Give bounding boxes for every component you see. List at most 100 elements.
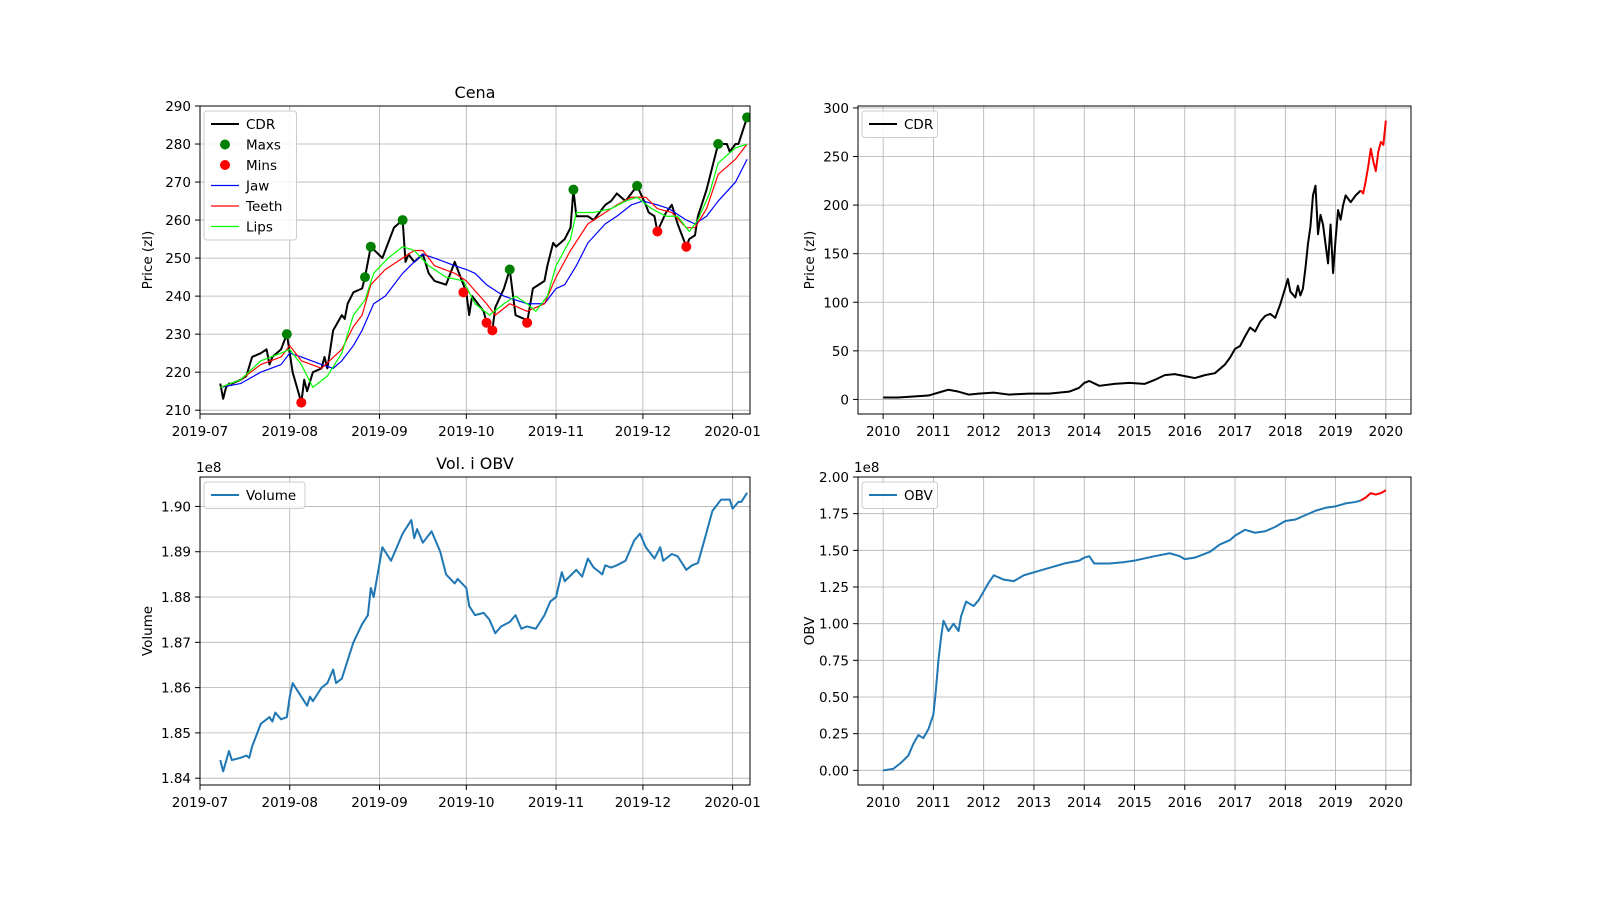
legend-marker	[220, 139, 230, 150]
y-axis: 0 50 100 150 200 250 300	[823, 101, 858, 408]
data-point-maxs	[360, 272, 370, 283]
x-tick-label: 2019	[1318, 795, 1352, 811]
y-tick-label: 260	[165, 213, 191, 229]
data-point-maxs	[397, 215, 408, 226]
y-tick-label: 2.00	[819, 470, 849, 486]
series-highlight-1	[1359, 120, 1387, 195]
cdr_full-chart: 2010 2011 2012 2013 2014 2015 2016 2017 2018 2019…	[802, 101, 1412, 440]
y-tick-label: 1.86	[161, 681, 191, 697]
y-tick-label: 290	[165, 99, 191, 115]
gridlines	[199, 477, 750, 785]
x-tick-label: 2014	[1067, 795, 1101, 811]
x-tick-label: 2019-10	[438, 424, 494, 440]
axis-offset-label: 1e8	[196, 460, 221, 476]
series-cdr	[883, 184, 1362, 399]
y-axis: 0.00 0.25 0.50 0.75 1.00 1.25 1.50 1.75 2.00	[819, 470, 858, 779]
x-tick-label: 2019-11	[528, 424, 584, 440]
series-jaw	[220, 158, 748, 388]
y-tick-label: 1.90	[161, 499, 191, 515]
x-tick-label: 2019-09	[351, 424, 407, 440]
x-tick-label: 2020	[1369, 424, 1403, 440]
series-line	[220, 158, 748, 388]
x-axis: 2019-07 2019-08 2019-09 2019-10 2019-11 2019-…	[172, 785, 761, 811]
x-tick-label: 2018	[1268, 795, 1302, 811]
legend-label: CDR	[246, 117, 275, 133]
x-tick-label: 2019-12	[615, 424, 671, 440]
data-point-mins	[681, 241, 692, 252]
x-tick-label: 2019-10	[438, 795, 494, 811]
series-line	[1360, 489, 1387, 502]
x-tick-label: 2019-12	[615, 795, 671, 811]
y-tick-label: 0.00	[819, 763, 849, 779]
legend: CDR Maxs Mins Jaw Teeth Lips	[203, 110, 297, 241]
x-tick-label: 2018	[1268, 424, 1302, 440]
x-tick-label: 2010	[866, 424, 900, 440]
x-tick-label: 2014	[1067, 424, 1101, 440]
y-axis-label: Price (zl)	[802, 231, 818, 290]
obv-chart: 2010 2011 2012 2013 2014 2015 2016 2017 2018 2019…	[802, 460, 1412, 811]
legend-box	[861, 110, 938, 138]
series-obv	[882, 499, 1362, 772]
series-line	[882, 499, 1362, 772]
x-axis: 2019-07 2019-08 2019-09 2019-10 2019-11 2019-…	[172, 414, 761, 440]
y-tick-label: 0.50	[819, 690, 849, 706]
series-line	[219, 492, 748, 773]
y-tick-label: 1.89	[161, 545, 191, 561]
y-axis-label: OBV	[802, 616, 818, 645]
y-tick-label: 1.25	[819, 580, 849, 596]
y-tick-label: 150	[823, 247, 849, 263]
y-axis: 210 220 230 240 250 260 270 280 290	[165, 99, 200, 419]
series-line	[883, 184, 1362, 399]
y-tick-label: 0.25	[819, 727, 849, 743]
x-tick-label: 2013	[1017, 795, 1051, 811]
y-tick-label: 0.75	[819, 653, 849, 669]
x-tick-label: 2010	[866, 795, 900, 811]
series-maxs	[281, 112, 750, 340]
y-tick-label: 100	[823, 295, 849, 311]
series-line	[219, 117, 749, 404]
legend-box	[203, 481, 306, 509]
legend: CDR	[861, 110, 938, 138]
x-tick-label: 2017	[1218, 424, 1252, 440]
x-tick-label: 2019	[1318, 424, 1352, 440]
x-tick-label: 2011	[916, 424, 950, 440]
x-tick-label: 2012	[967, 795, 1001, 811]
y-tick-label: 1.88	[161, 590, 191, 606]
plot-area	[219, 492, 748, 773]
series-lips	[220, 143, 748, 388]
volume-chart: 2019-07 2019-08 2019-09 2019-10 2019-11 2019-…	[140, 454, 761, 811]
chart-title: Cena	[455, 83, 496, 102]
legend-label: Maxs	[246, 138, 281, 154]
y-tick-label: 1.87	[161, 635, 191, 651]
y-tick-label: 220	[165, 365, 191, 381]
y-tick-label: 1.85	[161, 726, 191, 742]
x-tick-label: 2019-07	[172, 795, 228, 811]
data-point-maxs	[365, 241, 376, 252]
y-tick-label: 250	[165, 251, 191, 267]
y-tick-label: 210	[165, 403, 191, 419]
series-teeth	[220, 143, 748, 388]
x-tick-label: 2011	[916, 795, 950, 811]
x-tick-label: 2020	[1369, 795, 1403, 811]
axis-offset-label: 1e8	[854, 460, 879, 476]
axes-frame	[199, 476, 751, 786]
y-tick-label: 0	[840, 392, 849, 408]
x-tick-label: 2016	[1168, 795, 1202, 811]
data-point-mins	[296, 397, 307, 408]
plot-area	[219, 112, 750, 408]
legend-label: Lips	[246, 220, 273, 236]
x-axis: 2010 2011 2012 2013 2014 2015 2016 2017 2018 2019…	[866, 785, 1403, 811]
y-tick-label: 250	[823, 150, 849, 166]
data-point-mins	[481, 317, 492, 328]
y-tick-label: 200	[823, 198, 849, 214]
series-cdr	[219, 117, 749, 404]
data-point-maxs	[504, 264, 515, 275]
legend: OBV	[861, 481, 938, 509]
x-axis: 2010 2011 2012 2013 2014 2015 2016 2017 2018 2019…	[866, 414, 1403, 440]
y-tick-label: 230	[165, 327, 191, 343]
data-point-mins	[652, 226, 663, 237]
legend-label: Mins	[246, 158, 277, 174]
series-volume	[219, 492, 748, 773]
y-tick-label: 1.75	[819, 507, 849, 523]
